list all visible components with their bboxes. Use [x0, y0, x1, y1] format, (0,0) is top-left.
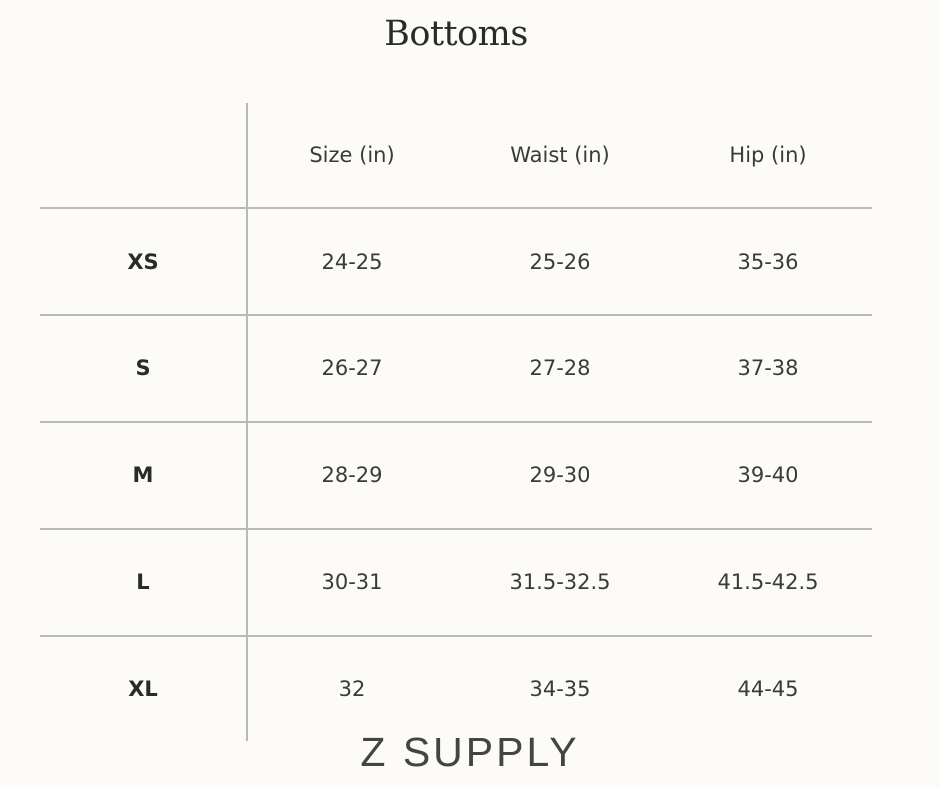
table-cell-waist: 25-26: [529, 250, 591, 274]
header-size: Size (in): [309, 143, 395, 167]
header-waist: Waist (in): [510, 143, 610, 167]
row-size-label: XL: [128, 677, 158, 701]
row-size-label: L: [136, 570, 150, 594]
row-size-label: S: [135, 356, 151, 380]
table-cell-hip: 44-45: [737, 677, 799, 701]
row-divider: [40, 207, 872, 209]
table-cell-size: 28-29: [321, 463, 383, 487]
table-cell-size: 30-31: [321, 570, 383, 594]
table-cell-size: 32: [338, 677, 366, 701]
table-cell-waist: 31.5-32.5: [509, 570, 611, 594]
page-title: Bottoms: [384, 14, 528, 54]
row-size-label: XS: [127, 250, 159, 274]
table-cell-waist: 34-35: [529, 677, 591, 701]
table-cell-size: 26-27: [321, 356, 383, 380]
table-cell-hip: 37-38: [737, 356, 799, 380]
row-divider: [40, 421, 872, 423]
header-hip: Hip (in): [729, 143, 807, 167]
table-cell-waist: 27-28: [529, 356, 591, 380]
row-divider: [40, 635, 872, 637]
table-cell-hip: 39-40: [737, 463, 799, 487]
row-divider: [40, 528, 872, 530]
table-cell-hip: 41.5-42.5: [717, 570, 819, 594]
row-size-label: M: [132, 463, 154, 487]
table-cell-hip: 35-36: [737, 250, 799, 274]
table-cell-size: 24-25: [321, 250, 383, 274]
table-cell-waist: 29-30: [529, 463, 591, 487]
brand-logo: Z SUPPLY: [360, 729, 580, 775]
row-divider: [40, 314, 872, 316]
